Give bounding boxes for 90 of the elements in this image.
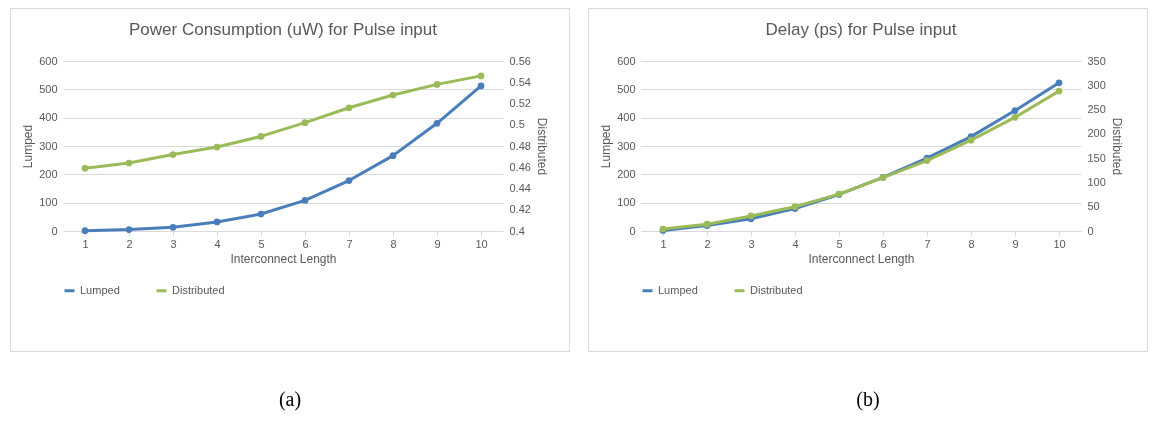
x-tick-label: 1 [82,237,89,250]
x-tick-label: 4 [214,237,221,250]
x-tick-label: 8 [968,237,975,250]
chart-title: Delay (ps) for Pulse input [765,20,957,39]
y2-tick-label: 0 [1087,224,1094,237]
point [345,104,353,112]
point [1011,114,1019,121]
x-tick-label: 6 [880,237,887,250]
y-tick-label: 600 [617,54,636,67]
x-tick-label: 5 [836,237,843,250]
y-tick-label: 100 [39,196,58,209]
x-tick-label: 7 [346,237,353,250]
y2-axis-title: Distributed [534,117,549,176]
y-axis-title: Lumped [21,124,36,169]
x-tick-label: 9 [434,237,441,250]
point [169,223,177,231]
y-tick-label: 500 [617,82,636,95]
point [1011,107,1019,114]
y2-tick-label: 0.52 [509,97,531,109]
y2-tick-label: 0.42 [509,203,531,216]
point [125,226,133,233]
y2-tick-label: 0.46 [509,160,531,173]
point [257,133,265,140]
y2-tick-label: 0.44 [509,182,531,194]
point [389,152,397,159]
y2-tick-label: 0.48 [509,139,531,152]
point [433,81,441,88]
x-tick-label: 3 [170,237,177,250]
y2-tick-label: 100 [1087,175,1106,188]
y-tick-label: 100 [617,196,636,209]
y2-tick-label: 150 [1087,151,1106,164]
point [257,210,265,218]
y-tick-label: 500 [39,82,58,95]
y-axis-title: Lumped [599,124,614,169]
point [81,227,89,235]
y2-tick-label: 300 [1087,78,1106,91]
point [301,197,309,204]
point [345,177,353,184]
text: (a) [277,388,303,411]
x-tick-label: 8 [390,237,397,250]
x-tick-label: 10 [475,237,488,250]
legend-label: Lumped [658,283,698,296]
legend-label: Distributed [172,283,225,296]
y-tick-label: 300 [617,139,636,152]
y-tick-label: 400 [617,111,636,124]
point [1055,79,1063,87]
y2-axis-title: Distributed [1109,117,1124,176]
point [389,91,397,99]
point [81,164,89,172]
x-tick-label: 9 [1012,237,1019,250]
x-tick-label: 7 [924,237,931,250]
y-tick-label: 0 [51,224,58,237]
y2-tick-label: 200 [1087,127,1106,140]
text: (b) [855,388,881,411]
point [169,151,177,158]
point [1055,87,1063,95]
y2-tick-label: 50 [1087,200,1100,213]
legend-label: Lumped [80,283,120,296]
point [213,218,221,226]
x-tick-label: 2 [704,237,711,250]
y2-tick-label: 0.54 [509,75,531,88]
point [433,119,441,127]
point [125,159,133,167]
y2-tick-label: 0.5 [509,118,525,131]
chart-title: Power Consumption (uW) for Pulse input [128,20,438,39]
y-tick-label: 400 [39,111,58,124]
y-tick-label: 200 [617,167,636,180]
point [477,72,485,80]
y-tick-label: 300 [39,139,58,152]
x-tick-label: 6 [302,237,309,250]
x-tick-label: 10 [1053,237,1066,250]
x-axis-title: Interconnect Length [808,251,915,266]
point [967,136,975,144]
y-tick-label: 600 [39,54,58,67]
point [477,82,485,90]
legend-label: Distributed [750,283,803,296]
point [301,119,309,126]
x-tick-label: 2 [126,237,133,250]
y-tick-label: 200 [39,167,58,180]
y2-tick-label: 0.56 [509,54,531,67]
point [213,143,221,151]
y-tick-label: 0 [629,224,636,237]
x-tick-label: 4 [792,237,799,250]
y2-tick-label: 0.4 [509,224,525,237]
y2-tick-label: 350 [1087,54,1106,67]
x-tick-label: 5 [258,237,265,250]
y2-tick-label: 250 [1087,103,1106,116]
x-tick-label: 3 [748,237,755,250]
x-tick-label: 1 [660,237,667,250]
x-axis-title: Interconnect Length [230,251,337,266]
